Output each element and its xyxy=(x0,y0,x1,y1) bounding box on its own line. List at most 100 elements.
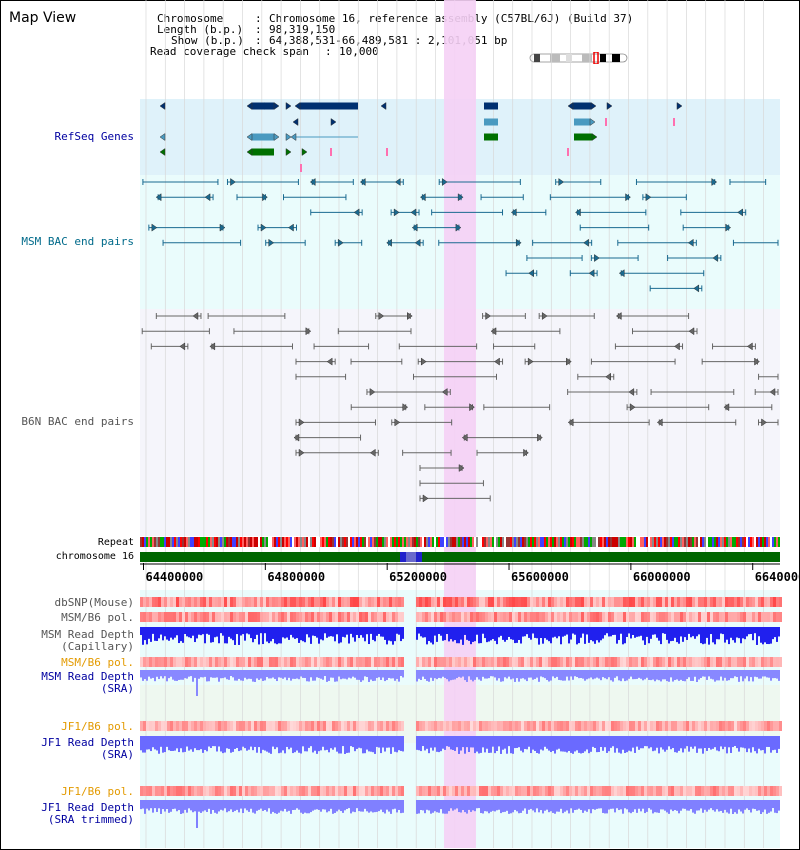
heat-cell xyxy=(152,612,155,622)
heat-cell xyxy=(341,721,344,731)
heat-cell xyxy=(314,721,317,731)
heat-cell xyxy=(197,612,200,622)
depth-bar xyxy=(250,800,252,809)
depth-bar xyxy=(484,800,486,812)
repeat-segment xyxy=(498,537,500,547)
repeat-segment xyxy=(366,537,368,547)
depth-bar xyxy=(170,800,172,812)
heat-cell xyxy=(236,786,239,796)
track-label-jf1-b6-pol-2[interactable]: JF1/B6 pol. xyxy=(61,785,134,798)
track-label-msm-b6-pol-1[interactable]: MSM/B6 pol. xyxy=(61,611,134,624)
track-label-jf1-b6-pol-1[interactable]: JF1/B6 pol. xyxy=(61,720,134,733)
repeat-segment xyxy=(700,537,702,547)
heat-cell xyxy=(767,657,770,667)
depth-bar xyxy=(644,670,646,680)
depth-bar xyxy=(770,627,772,644)
repeat-segment xyxy=(340,537,342,547)
repeat-segment xyxy=(502,537,504,547)
depth-bar xyxy=(454,670,456,680)
depth-bar xyxy=(240,800,242,809)
depth-bar xyxy=(424,670,426,679)
depth-bar xyxy=(672,736,674,749)
track-label-jf1-depth-sra-1[interactable]: JF1 Read Depth xyxy=(41,736,134,749)
repeat-segment xyxy=(436,537,438,547)
heat-cell xyxy=(329,786,332,796)
track-label-msm-depth-cap-1[interactable]: MSM Read Depth xyxy=(41,628,134,641)
heat-cell xyxy=(173,721,176,731)
depth-bar xyxy=(676,627,678,643)
depth-bar xyxy=(624,800,626,809)
track-label-repeat[interactable]: Repeat xyxy=(97,537,134,548)
track-label-dbsnp[interactable]: dbSNP(Mouse) xyxy=(54,596,134,609)
depth-bar xyxy=(396,800,398,813)
repeat-segment xyxy=(746,537,748,547)
b6n-bac-features[interactable] xyxy=(141,312,779,503)
track-label-msm-b6-pol-2[interactable]: MSM/B6 pol. xyxy=(61,656,134,669)
track-label-msm-bac[interactable]: MSM BAC end pairs xyxy=(21,235,134,248)
heat-cell xyxy=(554,721,557,731)
heat-cell xyxy=(491,786,494,796)
heat-cell xyxy=(293,721,296,731)
depth-bar xyxy=(702,800,704,813)
depth-bar xyxy=(248,670,250,679)
depth-bar xyxy=(174,800,176,809)
heat-cell xyxy=(392,597,395,607)
depth-bar xyxy=(264,627,266,634)
heat-cell xyxy=(269,721,272,731)
heat-cell xyxy=(383,786,386,796)
track-label-chromosome[interactable]: chromosome 16 xyxy=(55,551,134,562)
depth-bar xyxy=(778,736,780,749)
coverage-colon: : xyxy=(325,45,332,58)
heat-cell xyxy=(572,786,575,796)
depth-bar xyxy=(376,736,378,747)
repeat-segment xyxy=(776,537,778,547)
heat-cell xyxy=(434,597,437,607)
heat-cell xyxy=(491,721,494,731)
repeat-segment xyxy=(156,537,158,547)
depth-bar xyxy=(274,670,276,679)
heat-cell xyxy=(530,597,533,607)
msm-pair-arrow xyxy=(393,208,400,217)
b6n-pair-arrow xyxy=(485,312,492,320)
repeat-track-bar[interactable] xyxy=(140,537,780,547)
heat-cell xyxy=(716,657,719,667)
depth-tracks[interactable] xyxy=(140,627,780,828)
depth-bar xyxy=(394,670,396,681)
depth-bar xyxy=(460,670,462,678)
heat-cell xyxy=(623,612,626,622)
depth-bar xyxy=(524,800,526,809)
chromosome-bar[interactable] xyxy=(140,552,780,562)
repeat-segment xyxy=(472,537,474,547)
msm-bac-features[interactable] xyxy=(142,178,779,293)
depth-bar xyxy=(556,670,558,677)
track-label-msm-depth-sra-1[interactable]: MSM Read Depth xyxy=(41,670,134,683)
heatmap-tracks[interactable] xyxy=(140,597,782,796)
heat-cell xyxy=(317,597,320,607)
heat-cell xyxy=(593,597,596,607)
heat-cell xyxy=(146,597,149,607)
depth-bar xyxy=(552,800,554,813)
repeat-segment xyxy=(404,537,406,547)
track-label-refseq[interactable]: RefSeq Genes xyxy=(54,130,134,143)
depth-bar xyxy=(510,736,512,754)
depth-bar xyxy=(712,670,714,680)
track-label-b6n-bac[interactable]: B6N BAC end pairs xyxy=(21,415,134,428)
heat-cell xyxy=(590,597,593,607)
heat-cell xyxy=(191,721,194,731)
heat-cell xyxy=(440,657,443,667)
depth-bar xyxy=(284,627,286,639)
track-label-jf1-depth-trim-1[interactable]: JF1 Read Depth xyxy=(41,801,134,814)
depth-bar xyxy=(174,736,176,751)
depth-bar xyxy=(690,800,692,810)
depth-bar xyxy=(608,736,610,752)
depth-bar xyxy=(514,736,516,749)
depth-bar xyxy=(596,800,598,809)
chromosome-ideogram[interactable] xyxy=(528,52,630,64)
depth-bar xyxy=(546,800,548,810)
msm-pair-arrow xyxy=(359,178,366,186)
depth-bar xyxy=(334,627,336,642)
refseq-genes-features[interactable] xyxy=(159,102,683,173)
depth-bar xyxy=(554,800,556,814)
heat-cell xyxy=(692,657,695,667)
